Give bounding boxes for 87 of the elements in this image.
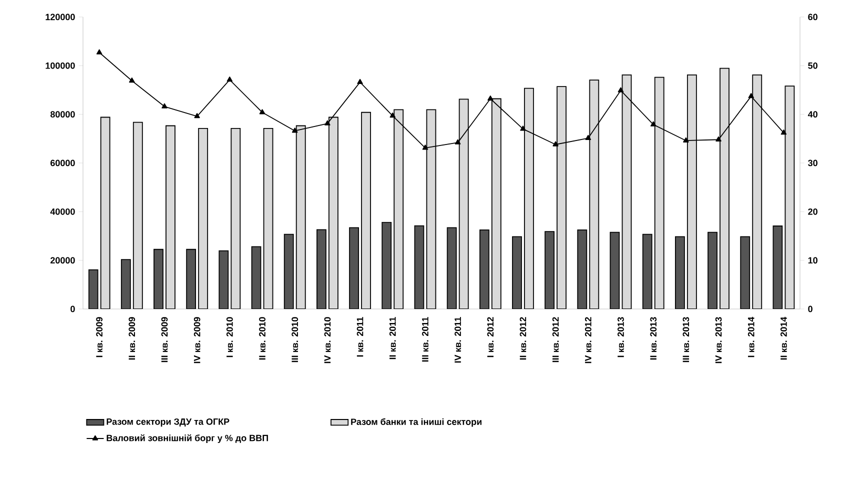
bar bbox=[120, 259, 131, 309]
bar bbox=[610, 232, 620, 309]
bar bbox=[414, 225, 424, 309]
bar bbox=[642, 234, 652, 309]
point bbox=[96, 49, 102, 54]
point bbox=[194, 113, 200, 118]
x-tick-label: IV кв. 2012 bbox=[584, 317, 592, 364]
bar bbox=[316, 229, 326, 309]
bar bbox=[88, 269, 98, 309]
point bbox=[618, 87, 624, 92]
point bbox=[357, 78, 363, 84]
y2-tick-label: 50 bbox=[808, 62, 818, 69]
point bbox=[324, 120, 330, 126]
y-tick-label: 100000 bbox=[46, 62, 75, 69]
bar bbox=[154, 248, 164, 309]
point bbox=[292, 128, 298, 133]
x-tick-label: IV кв. 2011 bbox=[454, 317, 461, 363]
x-tick-label: II кв. 2012 bbox=[520, 317, 526, 360]
point bbox=[650, 121, 656, 126]
x-tick-label: II кв. 2013 bbox=[650, 317, 657, 360]
y-tick-label: 60000 bbox=[50, 160, 75, 166]
x-tick-label: I кв. 2014 bbox=[748, 316, 754, 358]
point bbox=[226, 76, 233, 82]
bar bbox=[479, 229, 490, 309]
bar bbox=[186, 248, 196, 309]
bar bbox=[740, 236, 750, 309]
x-tick-label: I кв. 2011 bbox=[356, 317, 364, 357]
point bbox=[780, 130, 787, 135]
bar bbox=[708, 232, 718, 309]
legend-label: Валовий зовнішній борг у % до ВВП bbox=[106, 434, 268, 443]
x-tick-label: I кв. 2012 bbox=[487, 317, 494, 358]
x-tick-label: III кв. 2013 bbox=[682, 317, 690, 362]
point bbox=[585, 134, 592, 140]
y-tick-label: 80000 bbox=[50, 111, 75, 118]
point bbox=[552, 141, 558, 146]
bar bbox=[426, 109, 436, 309]
point bbox=[716, 136, 722, 142]
x-tick-label: III кв. 2009 bbox=[161, 317, 168, 362]
x-tick-label: IV кв. 2013 bbox=[715, 317, 722, 364]
x-tick-label: III кв. 2012 bbox=[552, 317, 559, 362]
point bbox=[162, 103, 168, 108]
y2-tick-label: 0 bbox=[808, 306, 812, 312]
point bbox=[683, 137, 689, 142]
y2-tick-label: 40 bbox=[808, 111, 818, 118]
point bbox=[520, 126, 526, 131]
x-tick-label: II кв. 2009 bbox=[128, 317, 136, 360]
point bbox=[129, 77, 135, 83]
point bbox=[488, 96, 494, 101]
bar bbox=[622, 74, 632, 309]
point bbox=[390, 112, 396, 118]
y-tick-label: 20000 bbox=[50, 257, 75, 264]
point bbox=[422, 144, 428, 150]
x-tick-label: III кв. 2010 bbox=[292, 317, 298, 362]
bar bbox=[512, 236, 522, 309]
x-tick-label: I кв. 2009 bbox=[96, 317, 102, 358]
y2-tick-label: 20 bbox=[808, 208, 818, 215]
bar bbox=[263, 128, 274, 309]
x-tick-label: IV кв. 2009 bbox=[194, 317, 200, 364]
y2-tick-label: 60 bbox=[808, 14, 818, 20]
bar bbox=[772, 226, 783, 309]
bar bbox=[446, 227, 457, 309]
x-tick-label: I кв. 2013 bbox=[618, 317, 624, 358]
point bbox=[259, 109, 266, 114]
bar bbox=[251, 246, 262, 309]
x-tick-label: II кв. 2010 bbox=[259, 317, 266, 360]
y-tick-label: 0 bbox=[70, 306, 75, 312]
x-tick-label: III кв. 2011 bbox=[422, 317, 428, 362]
bar bbox=[544, 231, 555, 309]
bar bbox=[284, 234, 294, 309]
x-tick-label: IV кв. 2010 bbox=[324, 317, 331, 364]
legend-label: Разом сектори ЗДУ та ОГКР bbox=[106, 418, 230, 427]
y-tick-label: 40000 bbox=[50, 208, 75, 215]
y2-tick-label: 30 bbox=[808, 160, 818, 166]
legend-label: Разом банки та іниші сектори bbox=[351, 418, 482, 427]
bar bbox=[218, 250, 229, 309]
x-tick-label: II кв. 2011 bbox=[389, 317, 396, 360]
bar bbox=[382, 222, 392, 309]
bar bbox=[577, 229, 588, 309]
point bbox=[454, 139, 461, 144]
x-tick-label: II кв. 2014 bbox=[780, 316, 787, 360]
bar bbox=[784, 86, 795, 309]
bar bbox=[349, 227, 359, 309]
y2-tick-label: 10 bbox=[808, 257, 818, 264]
point bbox=[748, 93, 754, 98]
x-tick-label: I кв. 2010 bbox=[226, 317, 233, 358]
y-tick-label: 120000 bbox=[46, 14, 75, 20]
bar bbox=[674, 236, 685, 309]
